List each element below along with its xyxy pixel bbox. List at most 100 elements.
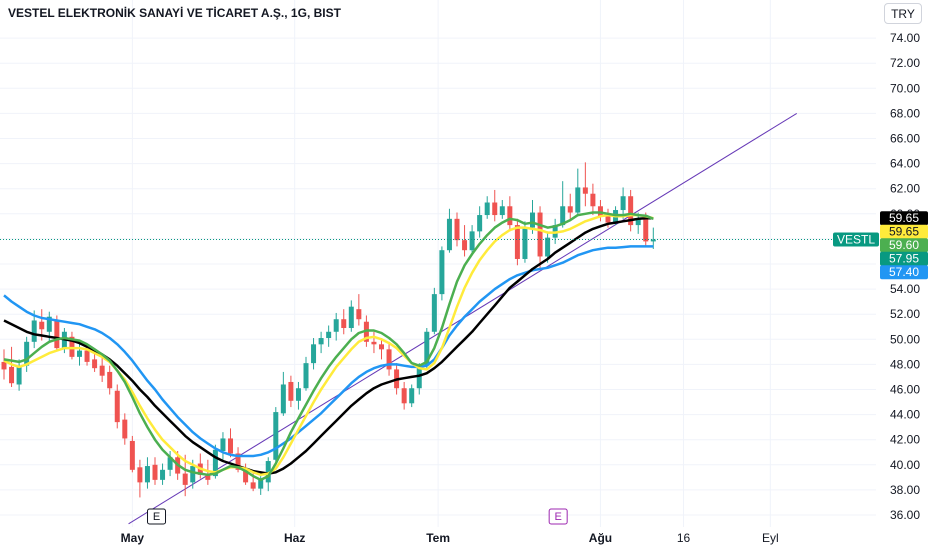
candle-body — [371, 341, 377, 345]
y-tick-label: 46.00 — [890, 383, 920, 397]
candle-body — [39, 321, 45, 330]
candle — [560, 181, 566, 228]
candle — [333, 312, 339, 341]
candle-body — [212, 449, 218, 477]
candle — [137, 459, 143, 498]
candle-body — [582, 187, 588, 194]
candle-body — [273, 412, 279, 460]
candle-body — [454, 218, 460, 241]
candle — [484, 196, 490, 219]
symbol-title: VESTEL ELEKTRONİK SANAYİ VE TİCARET A.Ş.… — [8, 6, 341, 20]
x-tick-label: May — [121, 531, 145, 545]
currency-button[interactable]: TRY — [884, 3, 922, 24]
candle — [24, 336, 30, 372]
candle — [122, 413, 128, 445]
candle — [371, 331, 377, 354]
earnings-badge: E — [548, 508, 568, 525]
price-tag-bg — [880, 224, 928, 239]
y-tick-label: 70.00 — [890, 81, 920, 95]
price-tag-bg — [880, 251, 928, 266]
candle-body — [182, 473, 188, 485]
candle — [341, 309, 347, 335]
symbol-tag-label: VESTL — [837, 233, 875, 247]
candles-layer — [1, 162, 656, 498]
candle-body — [129, 440, 135, 470]
candle-body — [469, 231, 475, 251]
candle-body — [560, 206, 566, 226]
candle — [303, 356, 309, 391]
candle-body — [92, 359, 98, 369]
y-tick-label: 74.00 — [890, 31, 920, 45]
price-tag: 57.95 — [880, 251, 928, 266]
candle-body — [424, 331, 430, 366]
candle-body — [69, 336, 75, 357]
candle-body — [9, 366, 15, 384]
candle-body — [605, 216, 611, 223]
price-tag-label: 59.65 — [889, 225, 919, 239]
candle — [280, 371, 286, 416]
candle-body — [635, 218, 641, 226]
candle-body — [409, 388, 415, 404]
ema-long-line — [3, 245, 654, 458]
candle-body — [333, 319, 339, 332]
candle-body — [311, 344, 317, 364]
y-tick-label: 72.00 — [890, 56, 920, 70]
symbol-tag-bg — [833, 232, 879, 247]
y-tick-label: 68.00 — [890, 106, 920, 120]
time-axis: May Haz Tem Ağu 16 Eyl — [121, 531, 779, 545]
candle-body — [341, 319, 347, 329]
candle-body — [243, 469, 249, 483]
candle — [477, 206, 483, 238]
earnings-badge-label: E — [554, 511, 561, 523]
candle — [228, 428, 233, 458]
candle-body — [31, 320, 37, 342]
candle — [295, 381, 301, 410]
candle-body — [590, 193, 596, 207]
candle-body — [326, 331, 332, 339]
candle — [401, 381, 407, 410]
price-tag-label: 59.65 — [889, 211, 919, 225]
candle-body — [348, 306, 354, 329]
price-tag: 59.65 — [880, 211, 928, 226]
price-tag-label: 59.60 — [889, 238, 919, 252]
candle — [243, 463, 249, 485]
candle — [326, 325, 332, 347]
candle — [537, 206, 543, 270]
candle — [107, 365, 113, 395]
candle — [439, 246, 445, 301]
candle — [144, 457, 150, 489]
y-tick-label: 40.00 — [890, 458, 920, 472]
x-tick-label: Ağu — [589, 531, 612, 545]
candle — [628, 189, 634, 232]
candle-body — [258, 479, 264, 489]
candle — [9, 346, 15, 387]
candle-body — [446, 218, 452, 251]
price-tag: 57.40 — [880, 265, 928, 280]
candle-body — [507, 206, 513, 226]
candle-body — [144, 466, 150, 483]
candle-body — [431, 294, 437, 332]
candle — [318, 331, 324, 354]
candle-body — [484, 202, 490, 216]
candle — [160, 463, 166, 485]
y-tick-label: 36.00 — [890, 508, 920, 522]
y-tick-label: 54.00 — [890, 282, 920, 296]
candle — [469, 225, 475, 253]
x-tick-label: Tem — [426, 531, 450, 545]
price-tag: 59.65 — [880, 224, 928, 239]
candle-body — [628, 196, 634, 226]
y-tick-label: 62.00 — [890, 182, 920, 196]
candle-body — [477, 215, 483, 232]
candle — [167, 450, 173, 477]
candle-body — [462, 240, 468, 251]
candle — [575, 168, 581, 216]
price-tag-label: 57.40 — [889, 265, 919, 279]
candle — [16, 359, 22, 391]
candle-body — [643, 218, 649, 242]
candle — [69, 331, 75, 360]
x-tick-label: Haz — [284, 531, 305, 545]
candle — [507, 196, 513, 232]
price-tag: 59.60 — [880, 238, 928, 253]
candle — [152, 457, 158, 485]
